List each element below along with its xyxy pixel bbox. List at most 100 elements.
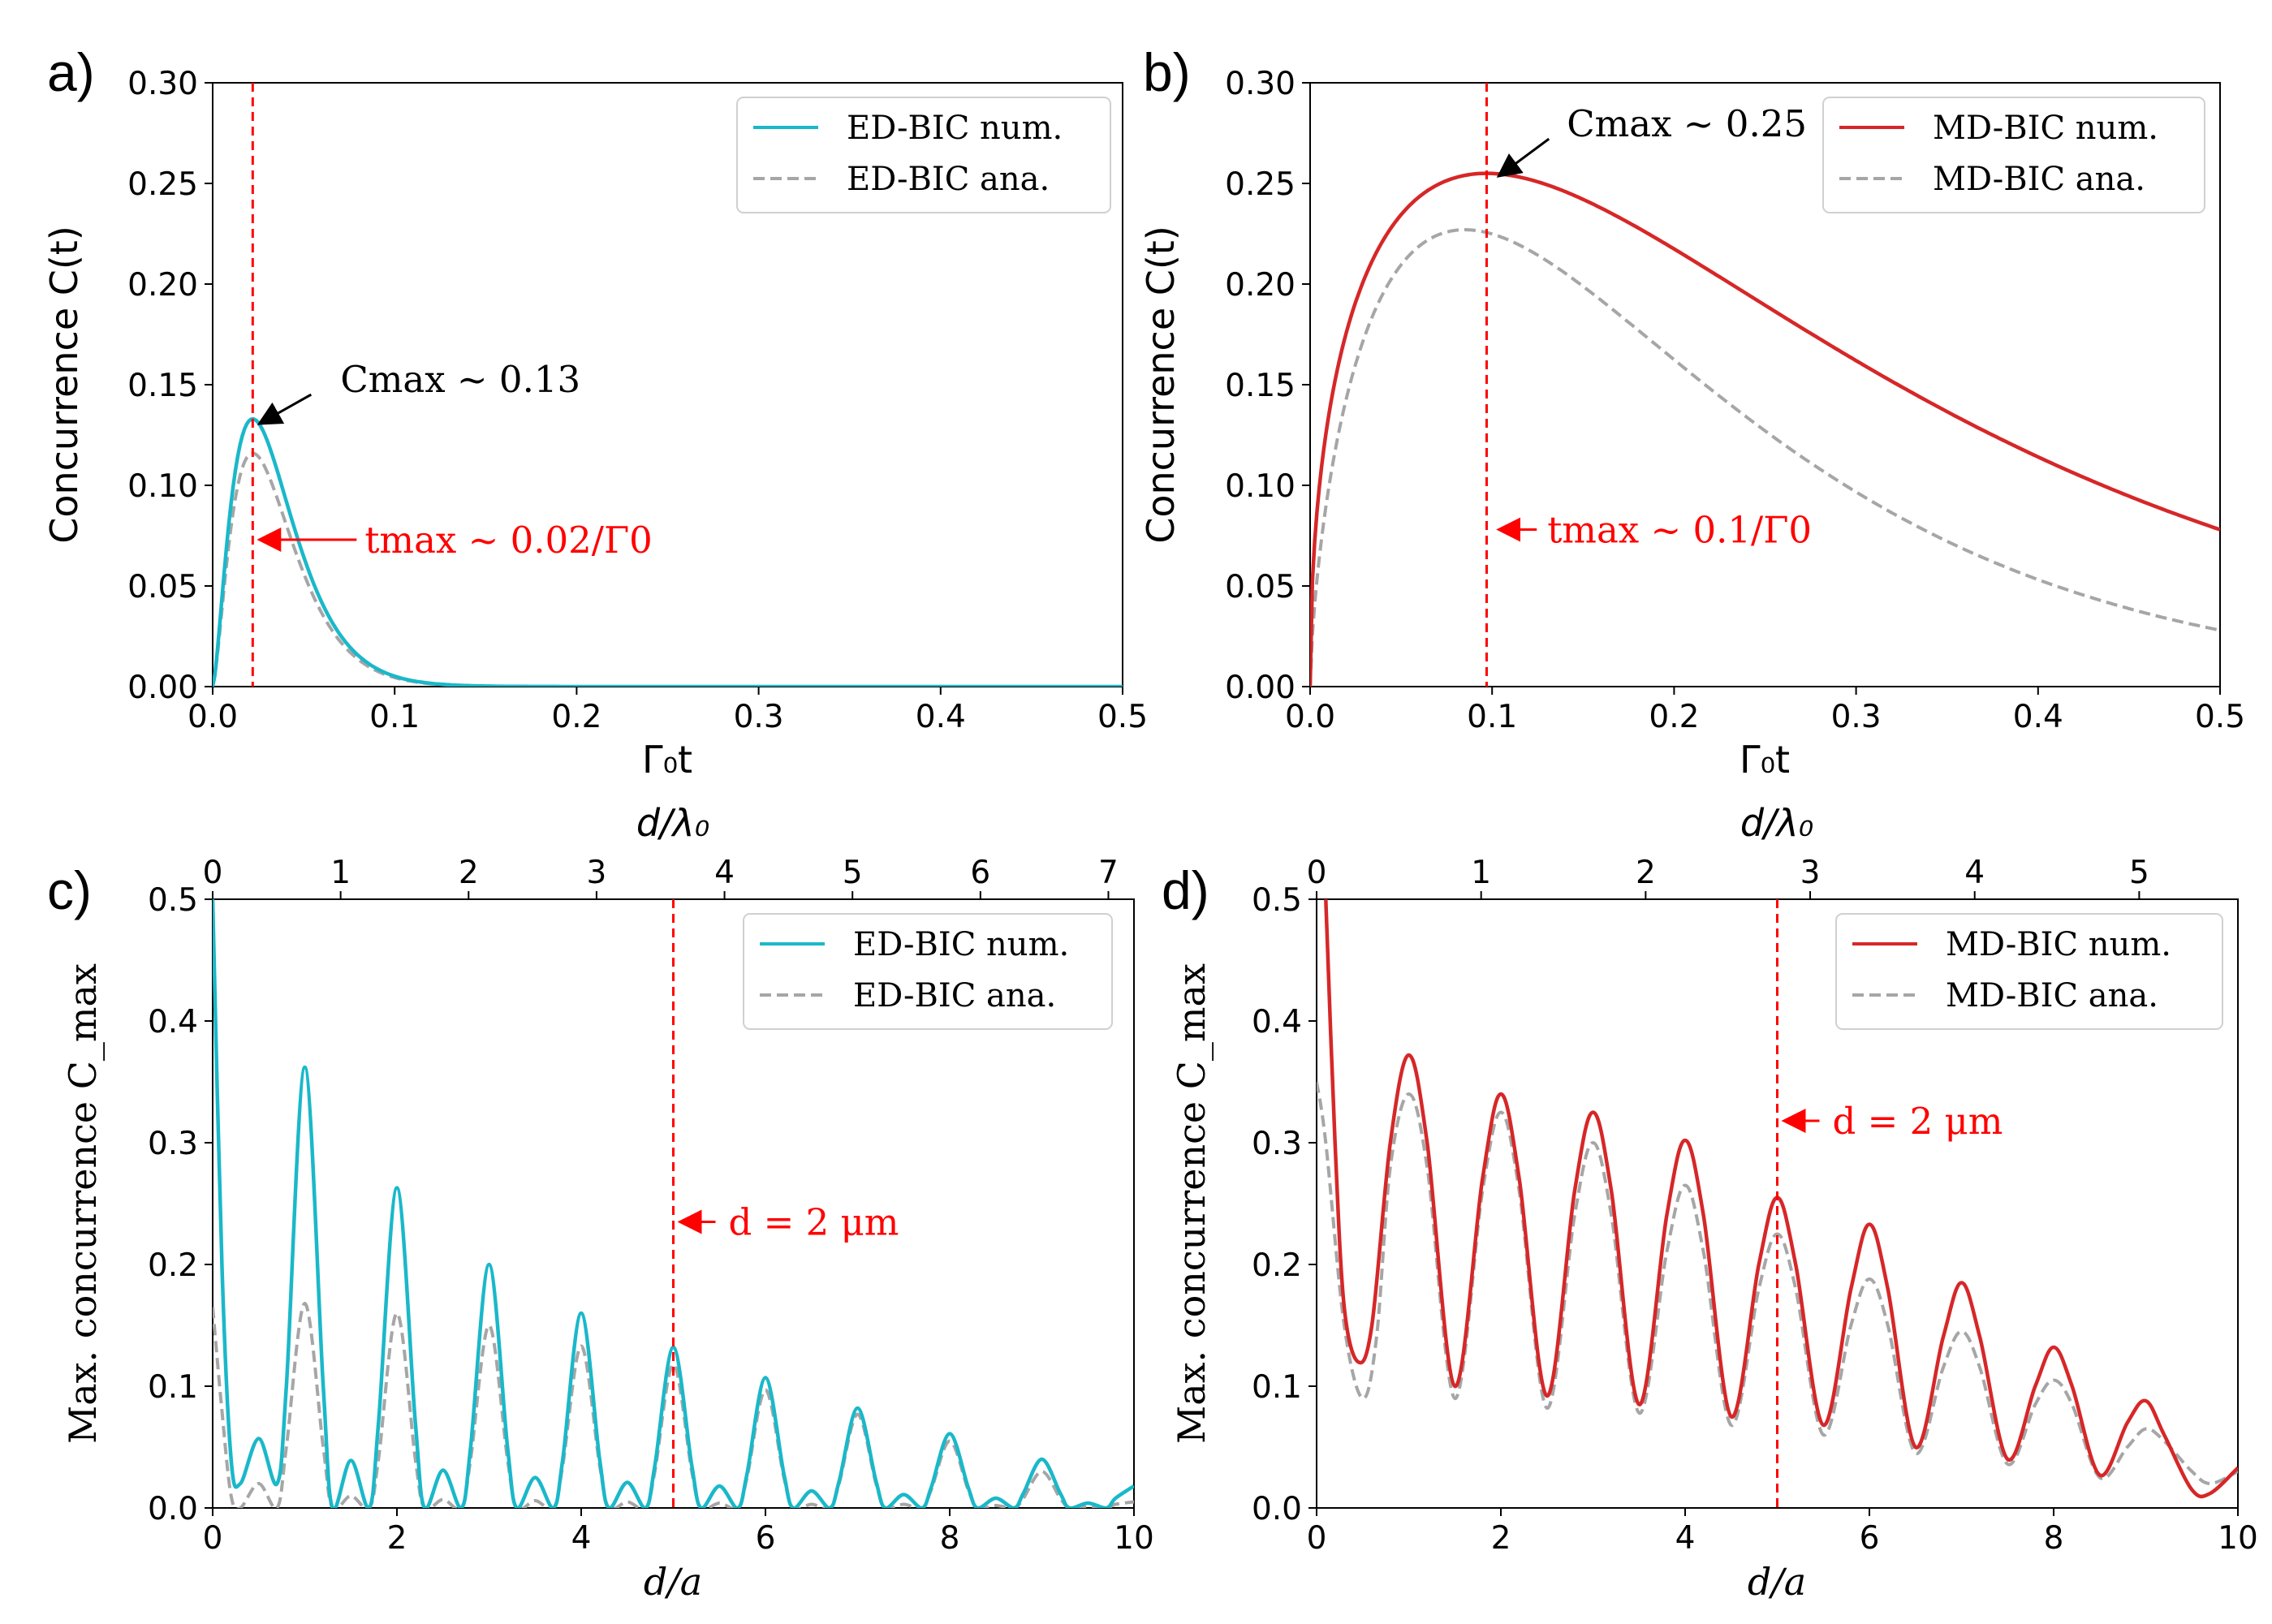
x-tick-label: 0.4 (2013, 699, 2063, 735)
top-x-tick-label: 3 (1800, 855, 1821, 891)
annotation-text: tmax ~ 0.1/Γ0 (1547, 509, 1812, 552)
legend-label: MD-BIC num. (1946, 926, 2171, 963)
y-tick-label: 0.5 (1252, 882, 1302, 919)
y-axis-label: Concurrence C(t) (42, 226, 86, 544)
legend-label: MD-BIC ana. (1946, 977, 2158, 1014)
legend: ED-BIC num. ED-BIC ana. (743, 913, 1113, 1030)
x-tick-label: 10 (2218, 1520, 2258, 1557)
y-tick-label: 0.20 (1225, 267, 1296, 304)
series-line-ed-bic-ana (213, 1301, 1134, 1508)
panel-letter: d) (1162, 860, 1209, 920)
top-x-axis-label: d/λ₀ (636, 801, 709, 845)
y-tick-label: 0.00 (127, 670, 198, 706)
y-tick-label: 0.05 (127, 569, 198, 605)
y-tick-label: 0.1 (148, 1369, 198, 1406)
top-x-tick-label: 0 (1307, 855, 1327, 891)
top-x-tick-label: 4 (714, 855, 735, 891)
y-tick-label: 0.0 (148, 1491, 198, 1527)
x-axis-label: d/a (644, 1560, 702, 1604)
y-tick-label: 0.05 (1225, 569, 1296, 605)
x-tick-label: 4 (571, 1520, 592, 1557)
x-tick-label: 6 (1860, 1520, 1880, 1557)
x-tick-label: 0 (1307, 1520, 1327, 1557)
plot-area (213, 899, 1134, 1508)
y-tick-label: 0.1 (1252, 1369, 1302, 1406)
series-line-md-bic-num (1310, 171, 2220, 687)
x-tick-label: 0.5 (2195, 699, 2245, 735)
y-tick-label: 0.00 (1225, 670, 1296, 706)
legend-label: ED-BIC num. (853, 926, 1069, 963)
x-tick-label: 2 (1491, 1520, 1511, 1557)
top-x-tick-label: 0 (203, 855, 223, 891)
top-x-tick-label: 5 (2129, 855, 2149, 891)
top-x-tick-label: 2 (459, 855, 479, 891)
legend: ED-BIC num. ED-BIC ana. (736, 97, 1111, 213)
x-tick-label: 0.5 (1097, 699, 1148, 735)
x-tick-label: 0.3 (734, 699, 784, 735)
legend-box (1822, 97, 2205, 213)
annotation-text: d = 2 μm (1833, 1100, 2003, 1143)
legend: MD-BIC num. MD-BIC ana. (1835, 913, 2223, 1030)
legend-label: ED-BIC ana. (853, 977, 1056, 1014)
top-x-tick-label: 4 (1964, 855, 1985, 891)
y-tick-label: 0.0 (1252, 1491, 1302, 1527)
legend-box (736, 97, 1111, 213)
x-axis-label: Γ₀t (642, 738, 692, 782)
x-tick-label: 0.1 (1467, 699, 1517, 735)
x-tick-label: 2 (387, 1520, 407, 1557)
panel-d: d)0 2 4 6 8 100.00.10.20.30.40.50 1 2 3 4 5d/λ₀d/a… (1162, 801, 2258, 1604)
top-x-tick-label: 2 (1636, 855, 1656, 891)
x-tick-label: 10 (1114, 1520, 1154, 1557)
legend-label: ED-BIC ana. (847, 161, 1050, 198)
series-line-md-bic-ana (1317, 1081, 2238, 1486)
x-tick-label: 8 (2044, 1520, 2064, 1557)
legend-box (1835, 913, 2223, 1030)
y-axis-label: Max. concurrence C_max (1170, 963, 1214, 1444)
panel-b: b) 0.0 0.1 0.2 0.3 0.4 0.5 0.00 0.05 0.10 0.15 0.20… (1139, 42, 2245, 782)
top-x-tick-label: 3 (587, 855, 607, 891)
y-tick-label: 0.10 (127, 468, 198, 505)
y-tick-label: 0.25 (1225, 166, 1296, 203)
x-tick-label: 0.0 (1285, 699, 1335, 735)
x-tick-label: 0.4 (916, 699, 966, 735)
panel-letter: a) (47, 42, 95, 102)
y-tick-label: 0.4 (148, 1004, 198, 1040)
top-x-tick-label: 1 (1471, 855, 1491, 891)
plot-area (1317, 899, 2238, 1499)
top-x-tick-label: 6 (970, 855, 990, 891)
x-tick-label: 8 (940, 1520, 960, 1557)
x-tick-label: 0.2 (1649, 699, 1699, 735)
y-tick-label: 0.30 (127, 66, 198, 102)
y-tick-label: 0.15 (127, 368, 198, 404)
x-tick-label: 0.2 (551, 699, 601, 735)
x-tick-label: 0.3 (1831, 699, 1882, 735)
y-tick-label: 0.20 (127, 267, 198, 304)
x-tick-label: 0.0 (188, 699, 238, 735)
panel-c: c)0 2 4 6 8 100.00.10.20.30.40.50 1 2 3 4 5 6 7d/λ₀d… (47, 801, 1154, 1604)
y-tick-label: 0.2 (1252, 1247, 1302, 1284)
annotation-arrow (1496, 137, 1550, 178)
panel-letter: c) (47, 860, 92, 920)
y-tick-label: 0.5 (148, 882, 198, 919)
annotation-text: d = 2 μm (729, 1201, 899, 1244)
y-tick-label: 0.10 (1225, 468, 1296, 505)
y-tick-label: 0.4 (1252, 1004, 1302, 1040)
series-line-ed-bic-num (213, 417, 1123, 687)
legend-label: MD-BIC num. (1933, 110, 2158, 147)
top-x-axis-label: d/λ₀ (1740, 801, 1813, 845)
x-axis-label: d/a (1748, 1560, 1806, 1604)
y-axis-label: Max. concurrence C_max (61, 963, 105, 1444)
legend-label: ED-BIC num. (847, 110, 1063, 147)
x-axis-label: Γ₀t (1740, 738, 1790, 782)
x-tick-label: 0 (203, 1520, 223, 1557)
y-tick-label: 0.2 (148, 1247, 198, 1284)
annotation-text: tmax ~ 0.02/Γ0 (364, 519, 652, 562)
x-tick-label: 6 (756, 1520, 776, 1557)
series-line-ed-bic-ana (213, 451, 1123, 687)
y-tick-label: 0.25 (127, 166, 198, 203)
y-tick-label: 0.3 (1252, 1126, 1302, 1162)
y-axis-label: Concurrence C(t) (1139, 226, 1183, 544)
panel-letter: b) (1143, 42, 1191, 102)
plot-area (1310, 171, 2220, 687)
